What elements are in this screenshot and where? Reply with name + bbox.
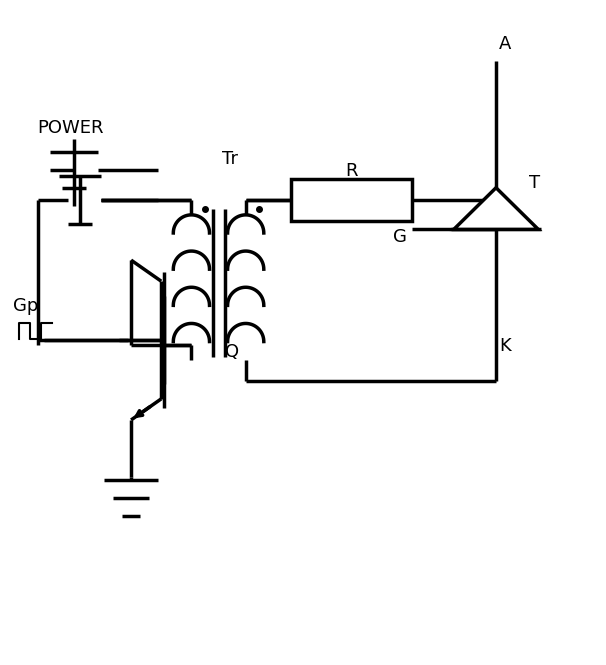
- Text: A: A: [499, 35, 511, 53]
- Text: Q: Q: [225, 342, 239, 360]
- Text: R: R: [345, 162, 358, 180]
- Text: G: G: [393, 228, 407, 246]
- Text: Gp: Gp: [13, 297, 39, 315]
- Polygon shape: [454, 188, 538, 229]
- Text: K: K: [499, 336, 511, 354]
- Text: POWER: POWER: [38, 120, 104, 138]
- Bar: [291, 179, 411, 221]
- Text: Tr: Tr: [222, 150, 238, 168]
- Text: T: T: [529, 174, 541, 192]
